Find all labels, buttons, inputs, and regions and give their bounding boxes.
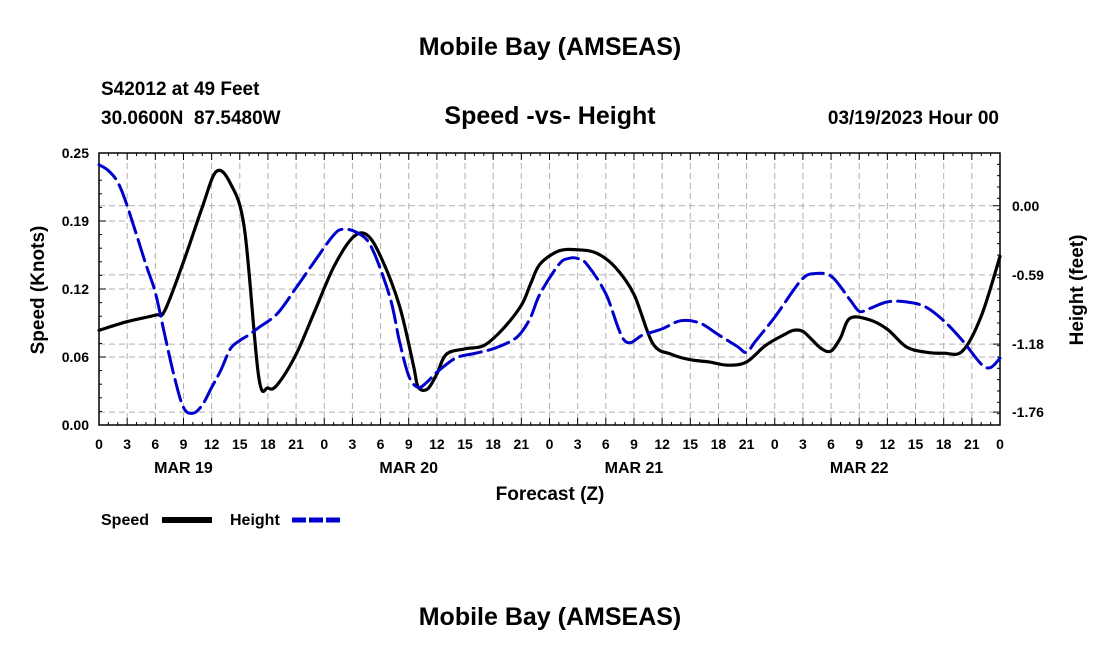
x-tick-label: 15	[908, 436, 924, 452]
x-tick-label: 0	[771, 436, 779, 452]
run-time-label: 03/19/2023 Hour 00	[828, 108, 999, 129]
x-date-label: MAR 19	[154, 460, 213, 477]
x-tick-label: 18	[260, 436, 276, 452]
legend: Speed Height	[101, 512, 342, 529]
x-tick-label: 15	[232, 436, 248, 452]
y-tick-label: 0.12	[62, 281, 89, 297]
y2-tick-label: 0.00	[1012, 198, 1039, 214]
y-tick-label: 0.00	[62, 417, 89, 433]
x-tick-label: 0	[996, 436, 1004, 452]
x-tick-label: 3	[123, 436, 131, 452]
tick-labels: 0 3 6 9 12 15 18 21 0 3 6 9 12 15 18 21 0 3 6 9 12 15 18 21 0 3 6 9…	[62, 145, 1044, 477]
x-tick-label: 21	[288, 436, 304, 452]
y-tick-label: 0.25	[62, 145, 89, 161]
y2-tick-label: -0.59	[1012, 267, 1044, 283]
x-date-label: MAR 21	[605, 460, 664, 477]
x-tick-label: 6	[151, 436, 159, 452]
series-lines	[97, 163, 1002, 415]
x-tick-label: 3	[574, 436, 582, 452]
bottom-title: Mobile Bay (AMSEAS)	[419, 603, 682, 631]
x-tick-label: 12	[429, 436, 445, 452]
x-tick-label: 18	[485, 436, 501, 452]
y2-axis-label: Height (feet)	[1067, 235, 1088, 346]
top-title: Mobile Bay (AMSEAS)	[419, 33, 682, 61]
x-date-label: MAR 20	[379, 460, 438, 477]
x-tick-label: 9	[405, 436, 413, 452]
legend-label-height: Height	[230, 512, 280, 529]
x-tick-label: 15	[682, 436, 698, 452]
legend-label-speed: Speed	[101, 512, 149, 529]
x-tick-label: 9	[180, 436, 188, 452]
y-axis-label: Speed (Knots)	[28, 226, 49, 355]
x-tick-label: 21	[514, 436, 530, 452]
x-date-label: MAR 22	[830, 460, 889, 477]
x-tick-label: 0	[95, 436, 103, 452]
x-axis-label: Forecast (Z)	[496, 484, 605, 505]
x-tick-label: 15	[457, 436, 473, 452]
x-tick-label: 0	[546, 436, 554, 452]
x-tick-label: 9	[855, 436, 863, 452]
chart-title: Speed -vs- Height	[444, 102, 656, 130]
y-tick-label: 0.06	[62, 349, 89, 365]
x-tick-label: 12	[204, 436, 220, 452]
y2-tick-label: -1.18	[1012, 336, 1044, 352]
series-line-height	[97, 163, 1002, 415]
station-label: S42012 at 49 Feet	[101, 79, 260, 100]
y2-tick-label: -1.76	[1012, 404, 1044, 420]
x-tick-label: 12	[654, 436, 670, 452]
x-tick-label: 3	[799, 436, 807, 452]
x-tick-label: 21	[964, 436, 980, 452]
tick-marks	[98, 152, 1001, 426]
x-tick-label: 6	[827, 436, 835, 452]
x-tick-label: 3	[349, 436, 357, 452]
x-tick-label: 18	[711, 436, 727, 452]
x-tick-label: 6	[377, 436, 385, 452]
x-tick-label: 0	[320, 436, 328, 452]
x-tick-label: 9	[630, 436, 638, 452]
series-line-speed	[97, 168, 1002, 394]
coords-label: 30.0600N 87.5480W	[101, 108, 281, 129]
x-tick-label: 18	[936, 436, 952, 452]
x-tick-label: 21	[739, 436, 755, 452]
x-tick-label: 6	[602, 436, 610, 452]
x-tick-label: 12	[880, 436, 896, 452]
y-tick-label: 0.19	[62, 213, 89, 229]
